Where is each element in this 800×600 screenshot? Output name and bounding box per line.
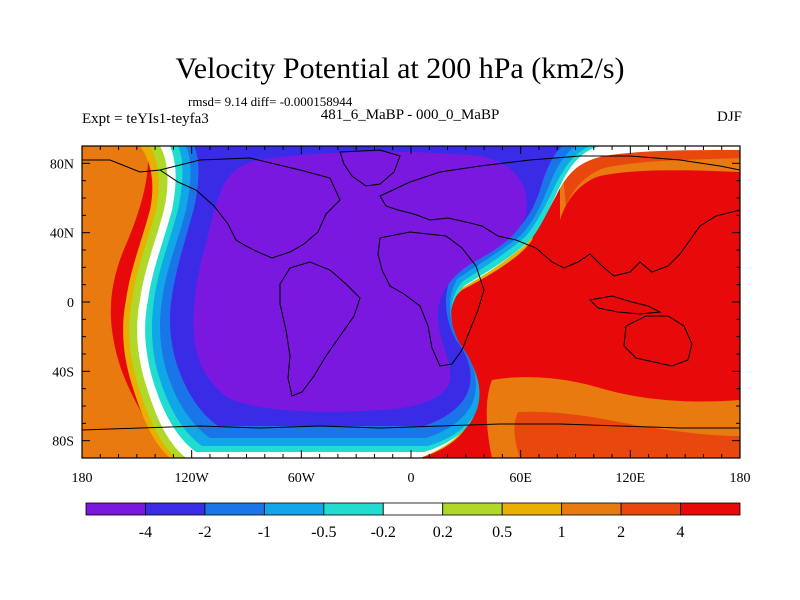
y-tick-label: 40N xyxy=(50,227,74,242)
colorbar-label: 4 xyxy=(677,524,685,541)
coastlines xyxy=(82,149,740,431)
colorbar-swatch xyxy=(501,502,563,516)
experiment-label: Expt = teYIs1-teyfa3 xyxy=(82,111,209,127)
colorbar-swatch xyxy=(620,502,681,516)
coast-antarctica xyxy=(82,423,740,431)
colorbar-label: 2 xyxy=(617,524,625,541)
coast-north-rim xyxy=(82,159,161,173)
colorbar-swatch xyxy=(680,502,741,516)
coast-indonesia xyxy=(588,295,662,315)
colorbar-label: -0.2 xyxy=(371,524,396,541)
contour-fill xyxy=(82,146,740,458)
colorbar-swatch xyxy=(85,502,146,516)
x-tick-label: 60E xyxy=(509,471,532,486)
colorbar-swatch xyxy=(561,502,622,516)
colorbar-swatch xyxy=(145,502,206,516)
colorbar-label: -4 xyxy=(139,524,152,541)
x-tick-label: 120W xyxy=(175,471,210,486)
colorbar-label: 0.5 xyxy=(492,524,512,541)
level-2-4-ne xyxy=(560,146,740,206)
colorbar-swatch xyxy=(263,502,325,516)
colorbar-swatch xyxy=(382,502,444,516)
y-tick-label: 80N xyxy=(50,157,74,172)
x-tick-label: 180 xyxy=(72,471,93,486)
colorbar-label: -1 xyxy=(258,524,271,541)
stats-line: rmsd= 9.14 diff= -0.000158944 xyxy=(188,94,353,109)
colorbar-labels: -4 -2 -1 -0.5 -0.2 0.2 0.5 1 2 4 xyxy=(139,524,685,541)
level-1-2 xyxy=(82,146,200,458)
colorbar xyxy=(85,502,741,516)
x-tick-label: 180 xyxy=(730,471,751,486)
coast-africa xyxy=(377,231,485,367)
colorbar-swatch xyxy=(442,502,503,516)
coast-south-america xyxy=(279,261,361,397)
season-label: DJF xyxy=(716,109,742,125)
y-tick-label: 40S xyxy=(52,365,74,380)
x-tick-label: 60W xyxy=(288,471,316,486)
level-2-4-east xyxy=(514,411,740,458)
y-tick-label: 80S xyxy=(52,435,74,450)
colorbar-label: -0.5 xyxy=(311,524,336,541)
colorbar-label: 0.2 xyxy=(433,524,453,541)
chart-title: Velocity Potential at 200 hPa (km2/s) xyxy=(175,52,625,85)
x-axis-labels: 180 120W 60W 0 60E 120E 180 xyxy=(72,471,751,486)
coast-greenland xyxy=(339,149,401,187)
coast-north-america xyxy=(158,157,341,259)
x-tick-label: 0 xyxy=(408,471,415,486)
colorbar-label: 1 xyxy=(558,524,566,541)
level-lt-neg4 xyxy=(193,151,527,412)
y-tick-label: 0 xyxy=(67,296,74,311)
colorbar-label: -2 xyxy=(198,524,211,541)
y-axis-labels: 80N 40N 0 40S 80S xyxy=(50,157,74,449)
axis-ticks xyxy=(81,145,741,459)
coast-eurasia xyxy=(379,155,740,277)
colorbar-swatch xyxy=(323,502,384,516)
colorbar-swatch xyxy=(204,502,265,516)
x-tick-label: 120E xyxy=(616,471,646,486)
coast-australia xyxy=(623,315,693,367)
chart-subtitle: 481_6_MaBP - 000_0_MaBP xyxy=(320,107,500,123)
